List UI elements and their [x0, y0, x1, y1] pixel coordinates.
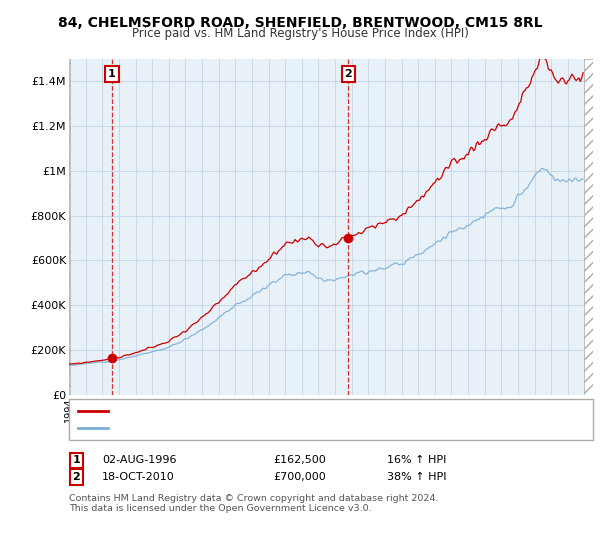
Text: 02-AUG-1996: 02-AUG-1996: [102, 455, 176, 465]
Text: 1: 1: [108, 69, 116, 79]
Bar: [69, 59, 70, 395]
Text: 2: 2: [344, 69, 352, 79]
Text: 38% ↑ HPI: 38% ↑ HPI: [387, 472, 446, 482]
Text: HPI: Average price, detached house, Brentwood: HPI: Average price, detached house, Bren…: [114, 423, 363, 433]
Text: 16% ↑ HPI: 16% ↑ HPI: [387, 455, 446, 465]
Text: 18-OCT-2010: 18-OCT-2010: [102, 472, 175, 482]
Text: £162,500: £162,500: [273, 455, 326, 465]
Text: Price paid vs. HM Land Registry's House Price Index (HPI): Price paid vs. HM Land Registry's House …: [131, 27, 469, 40]
Text: Contains HM Land Registry data © Crown copyright and database right 2024.
This d: Contains HM Land Registry data © Crown c…: [69, 494, 439, 514]
Text: 1: 1: [73, 455, 80, 465]
Text: 84, CHELMSFORD ROAD, SHENFIELD, BRENTWOOD, CM15 8RL (detached house): 84, CHELMSFORD ROAD, SHENFIELD, BRENTWOO…: [114, 405, 534, 416]
Text: 84, CHELMSFORD ROAD, SHENFIELD, BRENTWOOD, CM15 8RL: 84, CHELMSFORD ROAD, SHENFIELD, BRENTWOO…: [58, 16, 542, 30]
Text: £700,000: £700,000: [273, 472, 326, 482]
Bar: [584, 59, 593, 395]
Text: 2: 2: [73, 472, 80, 482]
